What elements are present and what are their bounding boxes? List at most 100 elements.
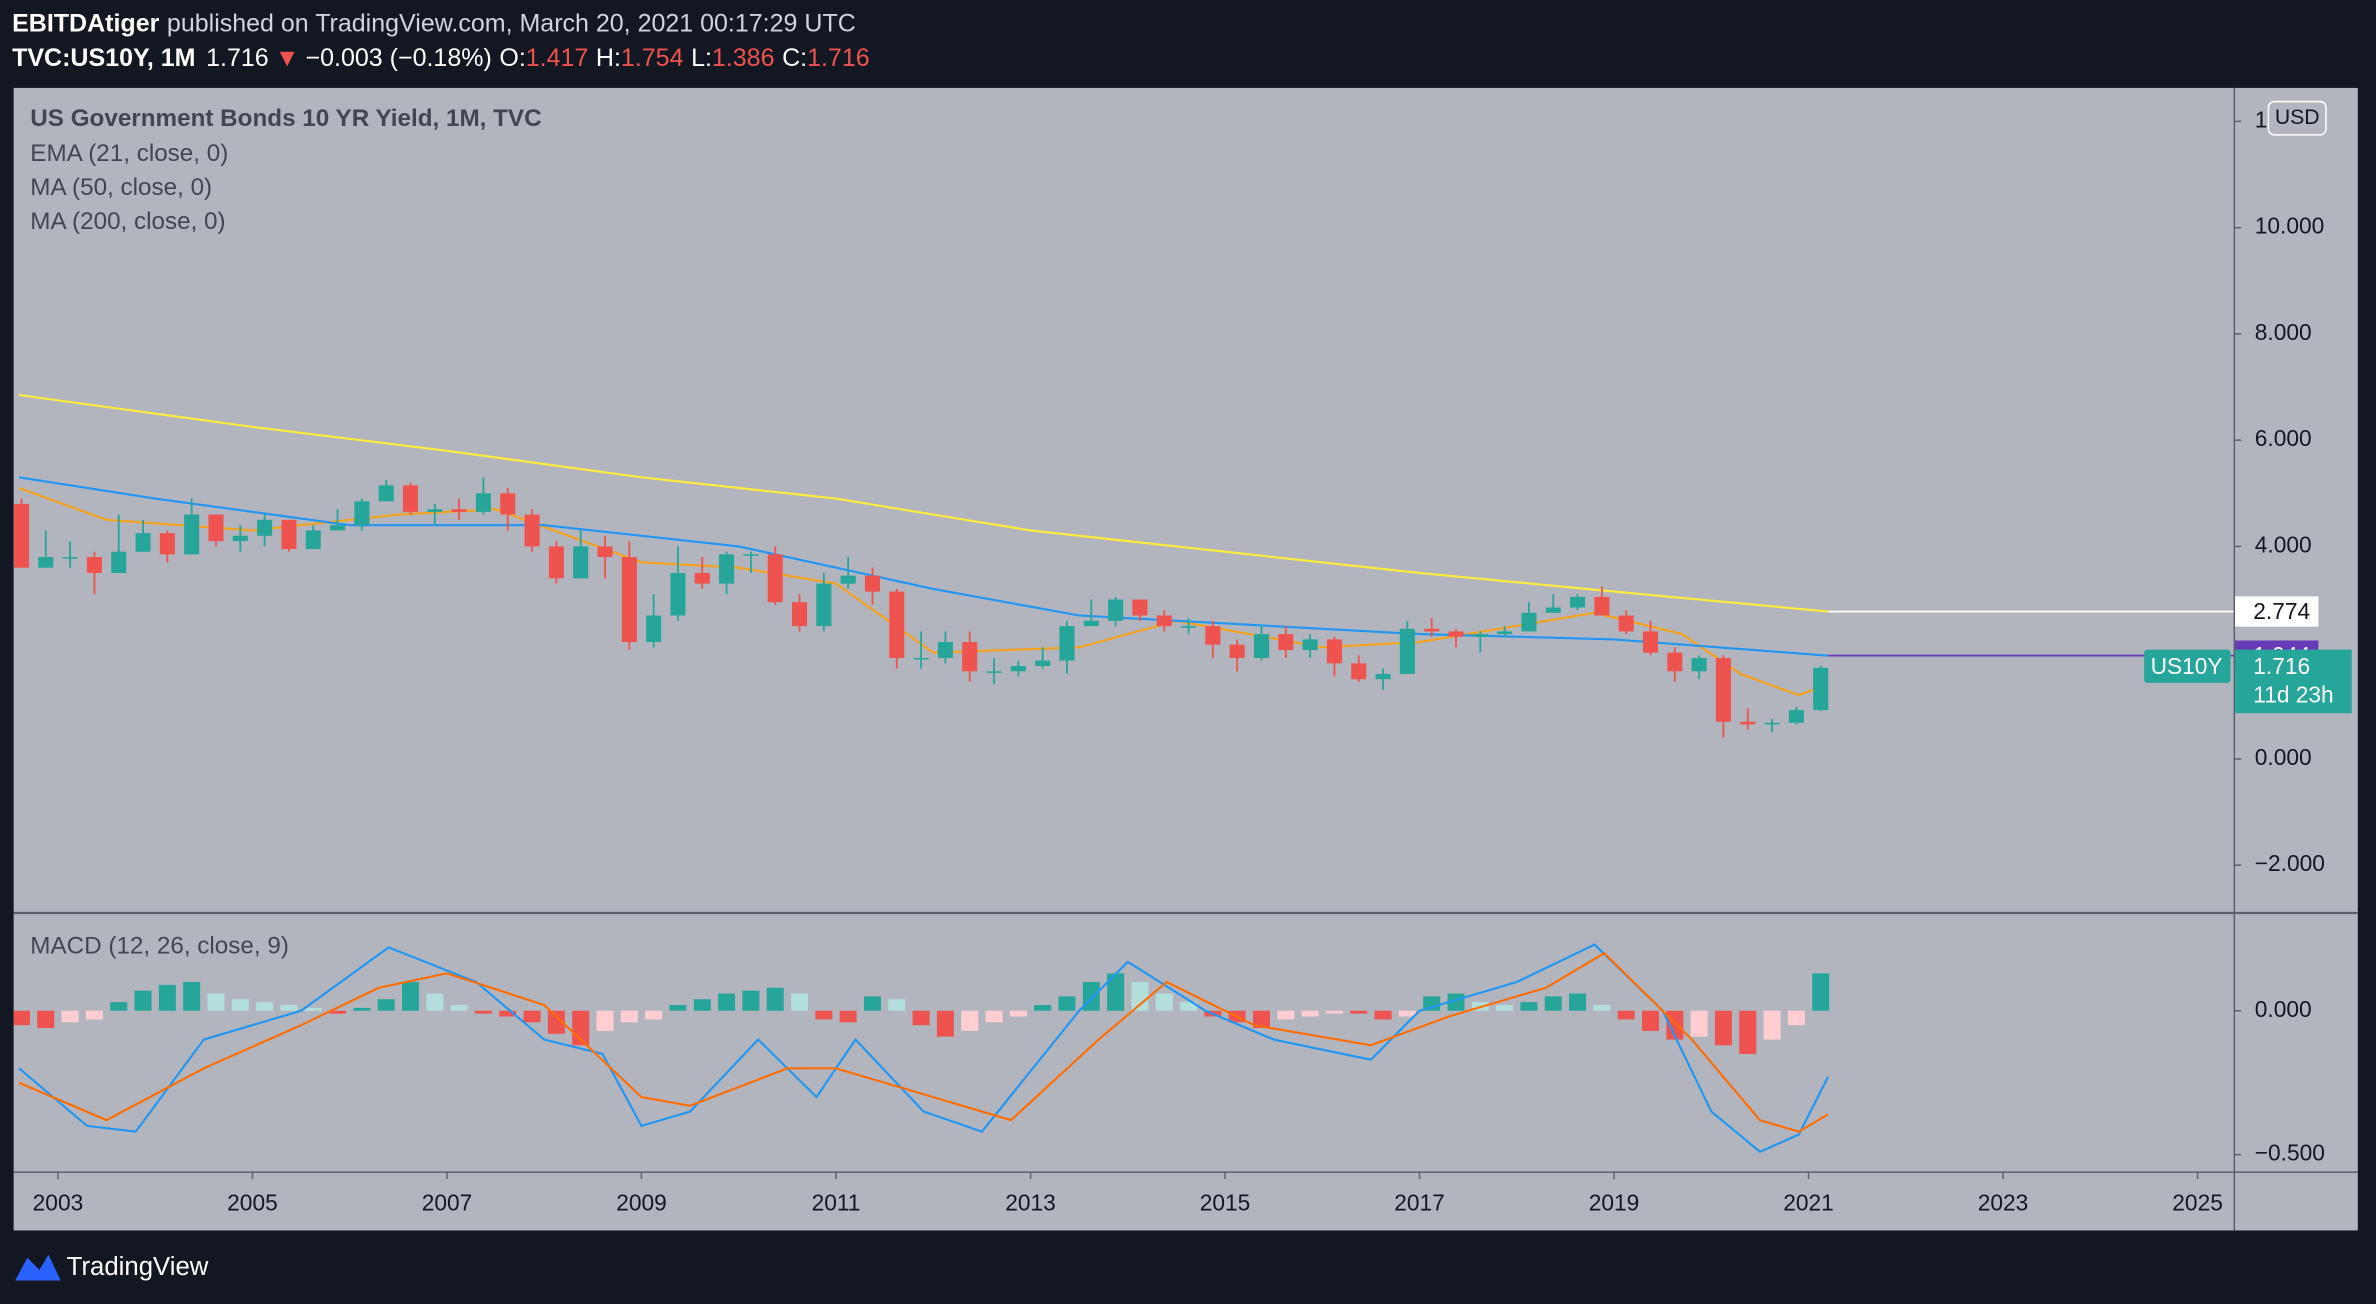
histogram-bar <box>888 999 906 1011</box>
price-pane <box>13 393 1829 738</box>
y-tick-label: 10.000 <box>2255 213 2325 239</box>
histogram-bar <box>1009 1010 1027 1017</box>
histogram-bar <box>1155 993 1173 1011</box>
histogram-bar <box>693 999 711 1011</box>
histogram-bar <box>37 1010 55 1029</box>
candle-body <box>1253 634 1270 658</box>
y-tick-label: −0.500 <box>2255 1140 2325 1166</box>
price-badge-label: 2.774 <box>2253 598 2310 624</box>
histogram-bar <box>207 993 225 1011</box>
candle-body <box>402 485 419 512</box>
x-tick-label: 2021 <box>1783 1190 1834 1216</box>
histogram-bar <box>1058 996 1076 1011</box>
histogram-bar <box>1423 996 1441 1011</box>
histogram-bar <box>985 1010 1003 1023</box>
candle-body <box>13 503 30 568</box>
chart-title: US Government Bonds 10 YR Yield, 1M, TVC <box>30 105 541 132</box>
legend-entry: MA (200, close, 0) <box>30 208 225 235</box>
macd-line <box>18 951 1829 1133</box>
histogram-bar <box>766 987 784 1011</box>
candle-body <box>1375 673 1391 680</box>
published: published on TradingView.com, March 20, … <box>167 9 856 37</box>
candle-body <box>62 557 78 559</box>
chart-area <box>13 87 2358 1231</box>
histogram-bar <box>718 993 736 1011</box>
candle-body <box>986 671 1002 673</box>
histogram-bar <box>596 1010 614 1031</box>
histogram-bar <box>523 1010 541 1023</box>
candle-body <box>767 554 783 603</box>
symbol-line: TVC:US10Y, 1M 1.716 ▼ −0.003 (−0.18%) O:1.41… <box>12 44 870 72</box>
candle-body <box>1667 652 1683 672</box>
histogram-bar <box>1107 973 1125 1011</box>
histogram-bar <box>815 1010 833 1020</box>
x-tick-label: 2015 <box>1200 1190 1251 1216</box>
author: EBITDAtiger <box>12 9 160 37</box>
histogram-bar <box>839 1010 857 1023</box>
ohlc-key: O: <box>499 44 525 72</box>
histogram-bar <box>669 1005 687 1011</box>
candle-body <box>330 525 346 531</box>
ohlc-value: 1.417 <box>526 44 589 72</box>
histogram-bar <box>426 993 444 1011</box>
candle-body <box>1156 615 1172 627</box>
histogram-bar <box>280 1005 298 1011</box>
histogram-bar <box>1496 1005 1514 1011</box>
candle-body <box>257 519 273 536</box>
histogram-bar <box>401 981 420 1011</box>
ohlc-value: 1.754 <box>621 44 684 72</box>
candle-body <box>670 572 686 616</box>
y-tick-label: 4.000 <box>2255 531 2312 557</box>
candle-body <box>1229 644 1245 658</box>
histogram-bar <box>256 1002 274 1011</box>
candle-body <box>1570 596 1586 608</box>
x-tick-label: 2023 <box>1978 1190 2029 1216</box>
candle-body <box>1278 634 1294 651</box>
candle-body <box>719 554 735 584</box>
histogram-bar <box>863 996 881 1011</box>
macd-pane <box>13 943 1830 1154</box>
histogram-bar <box>1325 1010 1343 1014</box>
candle-body <box>646 615 662 643</box>
change: −0.003 (−0.18%) <box>306 44 492 72</box>
candle-body <box>573 546 589 579</box>
candle-body <box>1059 626 1075 661</box>
candle-body <box>451 509 467 512</box>
histogram-bar <box>1569 993 1587 1011</box>
histogram-bar <box>1642 1010 1660 1031</box>
publish-line: EBITDAtiger published on TradingView.com,… <box>12 9 856 37</box>
histogram-bar <box>791 993 809 1011</box>
candle-body <box>86 557 102 573</box>
histogram-bar <box>13 1010 30 1026</box>
histogram-bar <box>742 990 760 1011</box>
candle-body <box>111 551 127 573</box>
ohlc-key: L: <box>691 44 712 72</box>
candle-body <box>1035 660 1051 666</box>
y-tick-label: −2.000 <box>2255 850 2325 876</box>
histogram-bar <box>1374 1010 1392 1020</box>
last-price-label: 1.716 <box>2253 653 2310 679</box>
candle-body <box>1715 657 1731 722</box>
candle-body <box>548 546 564 579</box>
histogram-bar <box>912 1010 930 1026</box>
histogram-bar <box>1520 1002 1538 1011</box>
histogram-bar <box>353 1007 371 1011</box>
histogram-bar <box>1398 1010 1416 1017</box>
histogram-bar <box>231 999 249 1011</box>
legend-entry: EMA (21, close, 0) <box>30 140 228 167</box>
ma-line <box>18 393 1829 613</box>
candle-body <box>427 509 443 512</box>
candle-body <box>1813 667 1829 711</box>
ohlc-value: 1.716 <box>807 44 870 72</box>
symbol-badge <box>2144 649 2231 683</box>
candle-body <box>1642 631 1659 653</box>
histogram-bar <box>1301 1010 1319 1017</box>
candle-body <box>889 591 905 658</box>
arrow: ▼ <box>275 44 300 72</box>
histogram-bar <box>1180 1002 1198 1011</box>
histogram-bar <box>1252 1010 1270 1029</box>
candle-body <box>597 546 613 558</box>
candle-body <box>1472 634 1488 637</box>
x-tick-label: 2019 <box>1589 1190 1640 1216</box>
candle-body <box>840 575 856 584</box>
